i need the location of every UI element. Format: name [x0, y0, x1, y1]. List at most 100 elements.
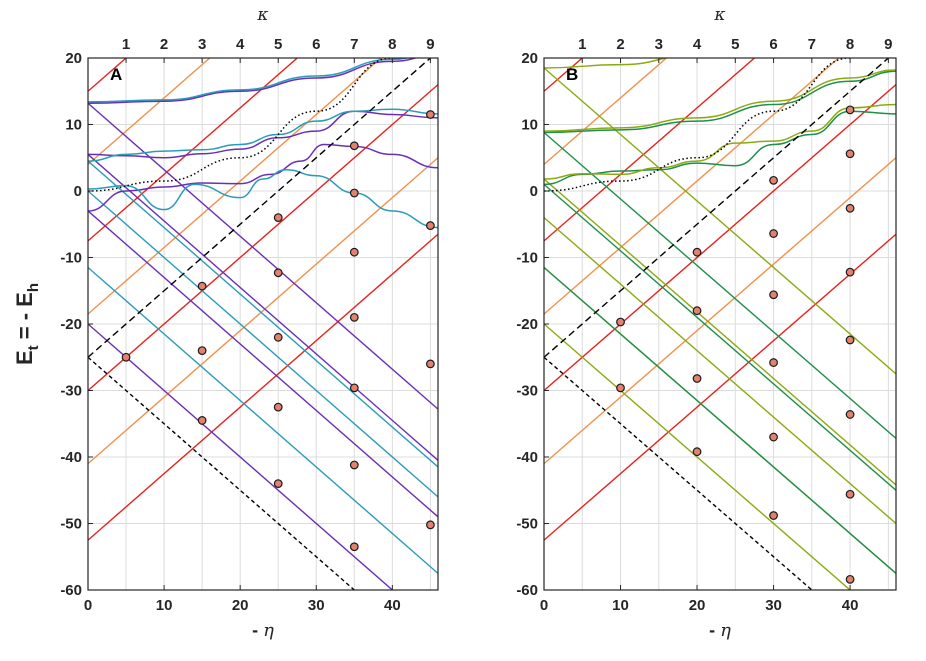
- crossing-marker: [769, 290, 778, 300]
- red-diabatic-line: [544, 58, 756, 242]
- y-tick-label: -30: [516, 383, 538, 400]
- orange-diabatic-line: [88, 157, 438, 465]
- x-axis-label-eta: η: [263, 620, 274, 641]
- y-tick-label: 10: [521, 117, 538, 134]
- crossing-marker: [845, 335, 855, 345]
- top-tick-label: 8: [388, 36, 396, 53]
- crossing-marker: [769, 511, 778, 520]
- top-axis-label: κ: [256, 5, 268, 25]
- purple-falling-line: [88, 210, 438, 518]
- orange-diabatic-line: [88, 58, 382, 315]
- red-diabatic-line: [544, 58, 584, 92]
- crossing-marker: [197, 281, 207, 291]
- crossing-marker: [425, 110, 435, 119]
- crossing-marker: [692, 247, 702, 257]
- crossing-marker: [845, 410, 855, 419]
- y-tick-label: -20: [516, 316, 538, 333]
- olive-falling-line: [544, 67, 896, 375]
- crossing-marker: [845, 105, 855, 115]
- crossing-marker: [121, 352, 131, 362]
- y-tick-label: 0: [530, 183, 538, 200]
- panel-letter: A: [110, 65, 122, 84]
- y-tick-label: -50: [60, 516, 82, 533]
- green-falling-line: [544, 183, 896, 491]
- x-tick-label: 30: [308, 597, 325, 614]
- y-tick-label: -20: [60, 316, 82, 333]
- y-tick-label: -50: [516, 516, 538, 533]
- crossing-marker: [349, 460, 359, 470]
- series-curve: [88, 168, 438, 229]
- top-tick-label: 1: [122, 36, 130, 53]
- dashed-line: [88, 58, 432, 358]
- top-tick-label: 5: [274, 36, 282, 53]
- purple-falling-line: [88, 153, 438, 461]
- purple-falling-line: [88, 323, 394, 590]
- x-tick-label: 20: [689, 597, 706, 614]
- crossing-marker: [769, 229, 778, 238]
- crossing-marker: [349, 383, 359, 393]
- series-curve: [544, 69, 896, 132]
- green-falling-line: [544, 266, 896, 574]
- crossing-marker: [273, 332, 283, 342]
- purple-falling-line: [88, 102, 438, 410]
- y-tick-label: -10: [60, 250, 82, 267]
- y-label-middle: = - E: [12, 292, 37, 345]
- panel-letter: B: [566, 65, 578, 84]
- crossing-marker: [845, 267, 855, 277]
- orange-diabatic-line: [544, 58, 668, 165]
- crossing-marker: [349, 247, 359, 257]
- top-tick-label: 4: [693, 36, 702, 53]
- red-diabatic-line: [88, 233, 438, 541]
- top-tick-label: 3: [198, 36, 206, 53]
- x-tick-label: 40: [384, 597, 401, 614]
- x-axis-label-dash: -: [709, 620, 720, 640]
- y-label-sub-h: h: [25, 283, 42, 292]
- x-axis-label: - η: [709, 620, 731, 641]
- crossing-marker: [197, 346, 207, 356]
- olive-falling-line: [544, 323, 852, 590]
- teal-falling-line: [88, 160, 438, 468]
- top-tick-label: 8: [846, 36, 854, 53]
- series-curve: [544, 58, 670, 69]
- dashed-line: [544, 58, 890, 358]
- red-diabatic-line: [88, 84, 438, 392]
- y-axis-label: Et = - Eh: [12, 283, 42, 365]
- crossing-marker: [692, 374, 702, 383]
- teal-falling-line: [88, 190, 438, 498]
- x-tick-label: 40: [842, 597, 859, 614]
- crossing-marker: [616, 317, 625, 327]
- y-label-e: E: [12, 350, 37, 365]
- dotted-curve: [544, 58, 851, 192]
- top-axis-label: κ: [713, 5, 725, 25]
- y-tick-label: -30: [60, 383, 82, 400]
- series-curve: [544, 103, 896, 180]
- y-tick-label: 10: [65, 117, 82, 134]
- top-tick-label: 6: [312, 36, 320, 53]
- top-tick-label: 1: [578, 36, 586, 53]
- top-tick-label: 3: [655, 36, 663, 53]
- red-diabatic-line: [88, 58, 299, 242]
- top-tick-label: 9: [884, 36, 892, 53]
- top-tick-label: 5: [731, 36, 739, 53]
- panel-b: 0 10 20 30 40 20 10 0 -10 -20 -30 -40 -50 -60 1 2 3 4 5 6 7 8…: [516, 5, 897, 641]
- top-tick-label: 9: [426, 36, 434, 53]
- crossing-marker: [273, 213, 283, 223]
- crossing-marker: [845, 489, 855, 499]
- green-falling-line: [544, 131, 896, 439]
- top-tick-label: 2: [616, 36, 624, 53]
- crossing-marker: [349, 542, 359, 552]
- series-curve: [544, 70, 896, 134]
- olive-falling-line: [544, 178, 896, 486]
- crossing-marker: [769, 432, 778, 442]
- crossing-marker: [273, 268, 283, 278]
- top-tick-label: 4: [236, 36, 245, 53]
- crossing-marker: [273, 402, 283, 412]
- y-tick-label: -40: [60, 449, 82, 466]
- crossing-marker: [845, 574, 855, 584]
- crossing-marker: [769, 175, 778, 185]
- x-tick-label: 10: [612, 597, 629, 614]
- series-curve: [544, 110, 896, 186]
- dashed-line: [88, 356, 355, 590]
- crossing-marker: [769, 358, 778, 367]
